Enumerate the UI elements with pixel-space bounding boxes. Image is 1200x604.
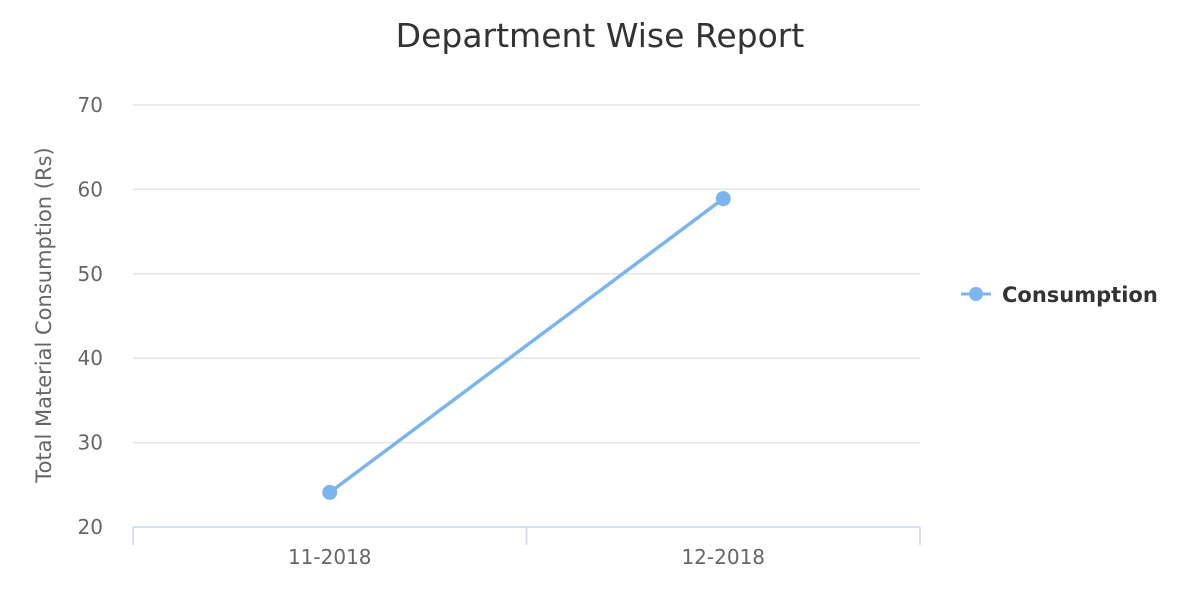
- y-tick-label-40: 40: [78, 346, 103, 370]
- data-point-11-2018[interactable]: [322, 484, 338, 500]
- legend-point-marker[interactable]: [969, 287, 983, 301]
- x-tick-label-12-2018: 12-2018: [681, 545, 765, 569]
- y-tick-label-60: 60: [78, 177, 103, 201]
- x-axis: 11-2018 12-2018: [132, 526, 921, 569]
- x-tick-label-11-2018: 11-2018: [288, 545, 372, 569]
- legend-item-consumption[interactable]: Consumption: [1002, 283, 1158, 307]
- y-tick-label-70: 70: [78, 93, 103, 117]
- chart-title: Department Wise Report: [396, 16, 805, 55]
- data-point-12-2018[interactable]: [715, 191, 731, 207]
- y-tick-label-20: 20: [78, 515, 103, 539]
- y-axis-ticks: 20 30 40 50 60 70: [78, 93, 103, 539]
- y-tick-label-50: 50: [78, 262, 103, 286]
- y-tick-label-30: 30: [78, 431, 103, 455]
- legend[interactable]: Consumption: [961, 283, 1158, 307]
- series-group: [322, 191, 731, 500]
- series-line-consumption[interactable]: [328, 196, 725, 495]
- gridlines: [133, 104, 920, 444]
- y-axis-title: Total Material Consumption (Rs): [32, 147, 56, 483]
